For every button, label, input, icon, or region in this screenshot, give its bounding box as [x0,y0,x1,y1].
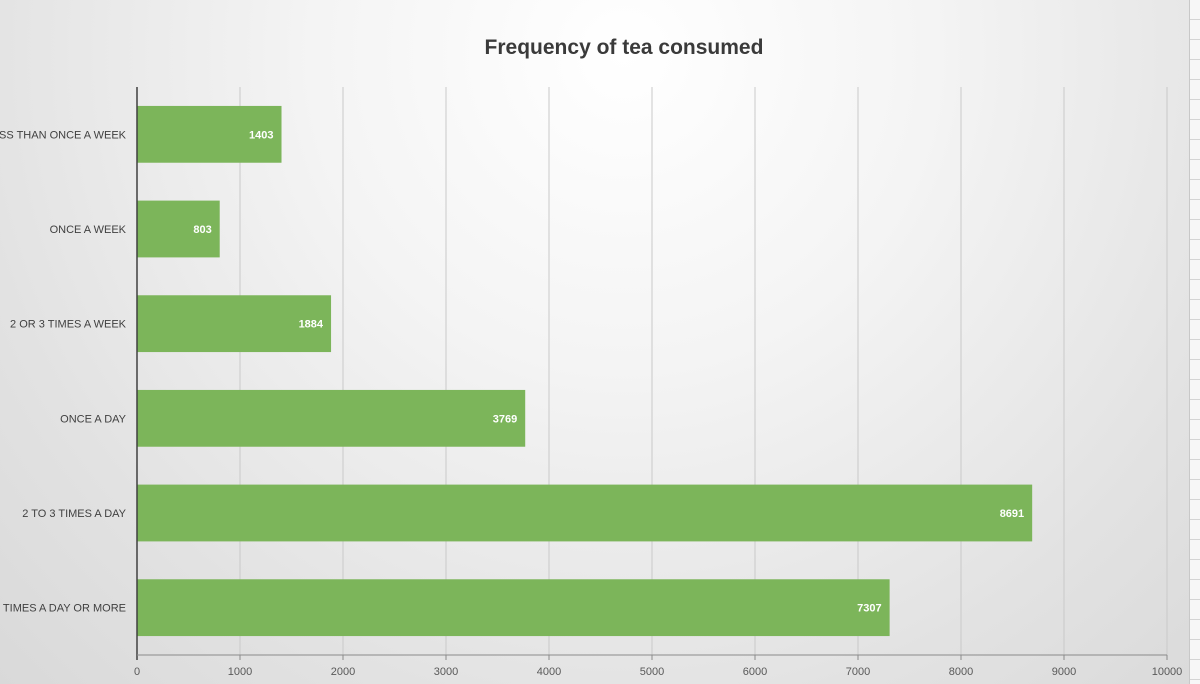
bar [137,579,890,637]
x-tick-label: 7000 [846,666,870,678]
category-label: 4 TIMES A DAY OR MORE [0,603,126,615]
category-label: LESS THAN ONCE A WEEK [0,129,127,141]
x-tick-label: 0 [134,666,140,678]
x-tick-label: 4000 [537,666,561,678]
category-label: 2 TO 3 TIMES A DAY [22,508,126,520]
category-label: ONCE A WEEK [50,224,127,236]
bar [137,389,526,447]
bar [137,105,282,163]
bar [137,295,332,353]
bar-value-label: 7307 [857,603,881,615]
x-tick-label: 3000 [434,666,458,678]
x-tick-label: 2000 [331,666,355,678]
bar [137,484,1033,542]
chart-title: Frequency of tea consumed [484,36,764,59]
bar-value-label: 1884 [299,319,324,331]
bar-value-label: 8691 [1000,508,1024,520]
bar-value-label: 1403 [249,129,273,141]
category-label: 2 OR 3 TIMES A WEEK [10,319,127,331]
spreadsheet-grid-edge [1189,0,1200,684]
bar [137,200,220,258]
x-tick-label: 10000 [1152,666,1183,678]
category-label: ONCE A DAY [60,413,126,425]
bar-value-label: 803 [193,224,211,236]
x-tick-label: 5000 [640,666,664,678]
x-tick-label: 8000 [949,666,973,678]
x-tick-label: 6000 [743,666,767,678]
x-tick-label: 1000 [228,666,252,678]
x-tick-label: 9000 [1052,666,1076,678]
bar-value-label: 3769 [493,413,517,425]
